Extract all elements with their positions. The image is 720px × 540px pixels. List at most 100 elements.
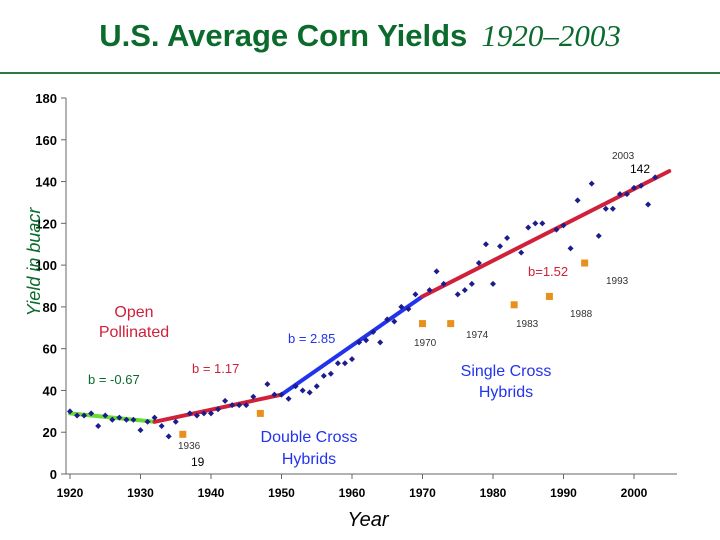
data-point — [384, 316, 391, 323]
data-point — [327, 370, 334, 377]
data-point — [391, 318, 398, 325]
x-tick-label: 2000 — [621, 486, 648, 500]
point-label-19: 19 — [191, 455, 205, 469]
point-label-1970: 1970 — [414, 338, 437, 349]
data-point — [377, 339, 384, 346]
data-point — [313, 383, 320, 390]
y-tick-label: 0 — [50, 467, 57, 482]
data-point — [440, 280, 447, 287]
data-point — [81, 412, 88, 419]
data-point — [504, 234, 511, 241]
data-point — [609, 205, 616, 212]
annotation-double-cross: Double Cross Hybrids — [261, 429, 358, 468]
chart-title-main: U.S. Average Corn Yields — [99, 18, 468, 53]
data-point — [144, 418, 151, 425]
data-point — [123, 416, 130, 423]
y-tick-label: 180 — [35, 91, 57, 106]
data-point — [623, 191, 630, 198]
y-tick-label: 20 — [43, 425, 57, 440]
data-point — [137, 427, 144, 434]
data-point — [638, 182, 645, 189]
data-point — [363, 337, 370, 344]
x-tick-label: 1920 — [57, 486, 84, 500]
data-point — [158, 422, 165, 429]
data-point — [320, 372, 327, 379]
annotation-open-pollinated: Open Pollinated — [99, 304, 169, 341]
data-point — [652, 174, 659, 181]
trend-line — [420, 169, 672, 299]
chart-title-years: 1920–2003 — [481, 18, 621, 53]
data-point — [215, 406, 222, 413]
y-tick-label: 120 — [35, 216, 57, 231]
data-point — [250, 393, 257, 400]
data-point — [130, 416, 137, 423]
data-point — [186, 410, 193, 417]
chart-title: U.S. Average Corn Yields 1920–2003 — [0, 18, 720, 54]
x-tick-label: 1980 — [480, 486, 507, 500]
data-point — [109, 416, 116, 423]
data-point — [292, 383, 299, 390]
data-point — [454, 291, 461, 298]
point-label-1988: 1988 — [570, 309, 593, 320]
data-point — [116, 414, 123, 421]
data-point — [264, 381, 271, 388]
data-point — [151, 414, 158, 421]
data-point — [88, 410, 95, 417]
data-point — [405, 305, 412, 312]
x-axis-label: Year — [347, 509, 389, 531]
data-point — [102, 412, 109, 419]
data-point — [285, 395, 292, 402]
data-point — [200, 410, 207, 417]
hybrid-marker-point — [419, 320, 426, 328]
x-tick-label: 1990 — [550, 486, 577, 500]
y-tick-label: 60 — [43, 342, 57, 357]
data-point — [349, 356, 355, 363]
y-tick-label: 40 — [43, 383, 57, 398]
data-point — [490, 280, 496, 287]
hybrid-marker-point — [447, 320, 455, 328]
data-point — [525, 224, 532, 231]
trend-label-1970s: b=1.52 — [528, 264, 568, 279]
data-point — [482, 241, 489, 248]
data-point — [426, 287, 433, 294]
data-point — [278, 391, 285, 398]
hybrid-marker-point — [510, 301, 518, 309]
x-tick-label: 1930 — [127, 486, 154, 500]
point-label-1983: 1983 — [516, 319, 539, 330]
point-label-142: 142 — [630, 162, 650, 176]
x-tick-label: 1950 — [268, 486, 295, 500]
data-points — [67, 174, 659, 440]
data-point — [95, 422, 102, 429]
x-tick-label: 1940 — [198, 486, 225, 500]
point-label-1974: 1974 — [466, 330, 489, 341]
trend-label-1930s: b = 1.17 — [192, 361, 239, 376]
data-point — [602, 205, 609, 212]
data-point — [67, 408, 73, 415]
data-point — [193, 412, 200, 419]
x-axis-ticks: 1920 1930 1940 1950 1960 1970 1980 1990 2000 — [57, 474, 648, 500]
data-point — [539, 220, 546, 227]
data-point — [574, 197, 581, 204]
data-point — [236, 402, 243, 409]
x-tick-label: 1970 — [409, 486, 436, 500]
x-tick-label: 1960 — [339, 486, 366, 500]
data-point — [631, 184, 637, 191]
data-point — [497, 243, 504, 250]
title-divider — [0, 72, 720, 74]
y-axis-label: Yield in buacr — [24, 207, 44, 317]
hybrid-marker-point — [581, 259, 589, 267]
data-point — [229, 402, 236, 409]
trend-label-1920s: b = -0.67 — [88, 372, 140, 387]
trend-label-1950s: b = 2.85 — [288, 331, 335, 346]
data-point — [398, 303, 405, 310]
data-point — [172, 418, 179, 425]
data-point — [299, 387, 306, 394]
plot-area — [66, 98, 677, 474]
data-point — [334, 360, 341, 367]
data-point — [356, 339, 363, 346]
data-point — [306, 389, 313, 396]
data-point — [588, 180, 595, 187]
data-point — [595, 232, 602, 239]
y-axis-ticks: 0 20 40 60 80 100 120 140 160 180 — [35, 91, 66, 482]
